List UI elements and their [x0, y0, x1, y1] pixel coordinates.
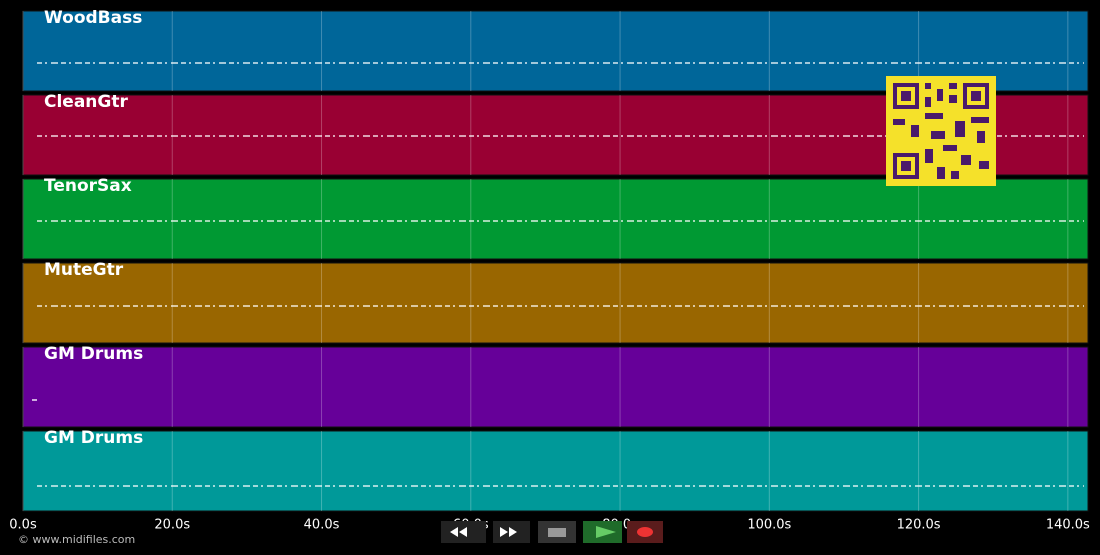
x-tick-label: 0.0s	[9, 518, 37, 533]
x-tick-label: 20.0s	[154, 518, 190, 533]
track-name: GM Drums	[44, 344, 143, 364]
qr-code	[886, 76, 996, 186]
rewind-button[interactable]	[441, 521, 486, 543]
play-button[interactable]	[583, 521, 622, 543]
x-tick-label: 120.0s	[897, 518, 941, 533]
x-tick-label: 40.0s	[304, 518, 340, 533]
transport-controls	[441, 521, 663, 543]
footer-credit: © www.midifiles.com	[18, 533, 135, 546]
track-lane	[22, 430, 1089, 512]
track-lane	[22, 346, 1089, 428]
track-lane	[22, 178, 1089, 260]
track-name: MuteGtr	[44, 260, 124, 280]
track-name: TenorSax	[44, 176, 132, 196]
fast-forward-button[interactable]	[493, 521, 530, 543]
stop-button[interactable]	[538, 521, 576, 543]
track-name: CleanGtr	[44, 92, 128, 112]
track-name: GM Drums	[44, 428, 143, 448]
track-name: WoodBass	[44, 8, 142, 28]
x-tick-label: 140.0s	[1046, 518, 1090, 533]
track-lane	[22, 262, 1089, 344]
x-tick-label: 100.0s	[747, 518, 791, 533]
record-button[interactable]	[627, 521, 663, 543]
